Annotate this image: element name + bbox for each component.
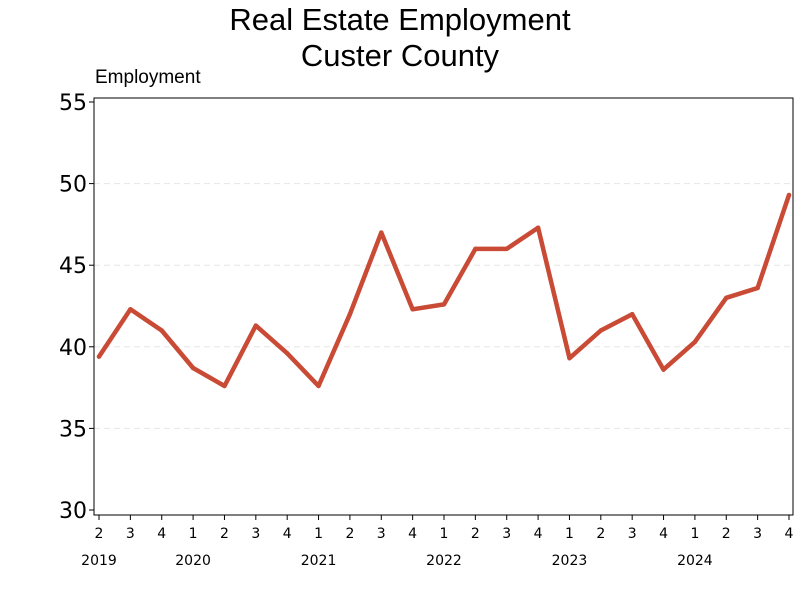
x-year-label-2022: 2022 [426,553,462,569]
x-quarter-label-6: 4 [283,526,292,542]
x-quarter-label-13: 3 [502,526,511,542]
chart-title: Real Estate Employment Custer County [0,0,800,74]
y-tick-label-55: 55 [59,91,87,116]
x-quarter-label-5: 3 [251,526,260,542]
x-quarter-label-17: 3 [628,526,637,542]
data-point-17 [629,311,635,317]
x-quarter-label-9: 3 [377,526,386,542]
data-point-14 [535,225,541,230]
x-quarter-label-21: 3 [753,526,762,542]
series-line-layer [96,192,792,389]
x-quarter-label-4: 2 [220,526,229,542]
axes: 30 35 40 45 50 55 2 3 4 1 2 3 4 1 2 3 4 1 2 3 4 1 2 3 4 1 2 3 4 2019 2… [59,91,794,569]
x-quarter-label-16: 2 [596,526,605,542]
y-tick-label-40: 40 [59,336,87,361]
data-point-16 [598,328,604,333]
x-quarter-label-14: 4 [534,526,543,542]
y-tick-label-30: 30 [59,499,87,524]
y-axis-label: Employment [95,67,201,88]
x-quarter-label-15: 1 [565,526,574,542]
x-year-label-2021: 2021 [301,553,337,569]
data-point-18 [661,367,666,372]
x-quarter-label-7: 1 [314,526,323,542]
x-quarter-label-18: 4 [659,526,668,542]
chart-title-line-1: Real Estate Employment [229,2,571,37]
data-point-8 [347,311,353,317]
data-point-10 [410,307,415,312]
x-year-label-2024: 2024 [677,553,713,569]
data-point-0 [96,354,102,359]
data-point-21 [755,285,760,291]
data-point-9 [379,230,384,235]
data-point-15 [567,356,572,361]
x-quarter-label-0: 2 [95,526,104,542]
gridlines [94,183,793,429]
data-point-22 [786,192,792,198]
x-year-label-2023: 2023 [552,553,588,569]
data-point-19 [692,339,698,345]
data-point-5 [253,323,259,328]
x-quarter-label-20: 2 [722,526,731,542]
data-point-20 [724,295,729,301]
y-tick-label-45: 45 [59,254,87,279]
x-year-label-2020: 2020 [175,553,211,569]
x-quarter-label-11: 1 [440,526,449,542]
data-point-4 [222,383,227,389]
data-point-2 [159,328,164,333]
x-quarter-label-12: 2 [471,526,480,542]
y-tick-label-50: 50 [59,173,87,198]
data-point-1 [128,307,133,312]
data-point-11 [441,302,447,307]
chart-title-line-2: Custer County [300,38,500,73]
x-quarter-label-22: 4 [785,526,794,542]
x-quarter-label-10: 4 [408,526,417,542]
data-point-3 [190,365,196,371]
x-quarter-label-3: 1 [189,526,198,542]
x-quarter-label-19: 1 [690,526,699,542]
y-tick-label-35: 35 [59,417,87,442]
data-point-12 [473,246,478,252]
x-year-label-2019: 2019 [81,553,117,569]
data-point-7 [316,383,321,389]
data-point-13 [504,246,509,252]
series-line [96,192,792,389]
x-quarter-label-2: 4 [157,526,166,542]
x-quarter-label-8: 2 [345,526,354,542]
data-point-6 [284,351,290,356]
x-quarter-label-1: 3 [126,526,135,542]
